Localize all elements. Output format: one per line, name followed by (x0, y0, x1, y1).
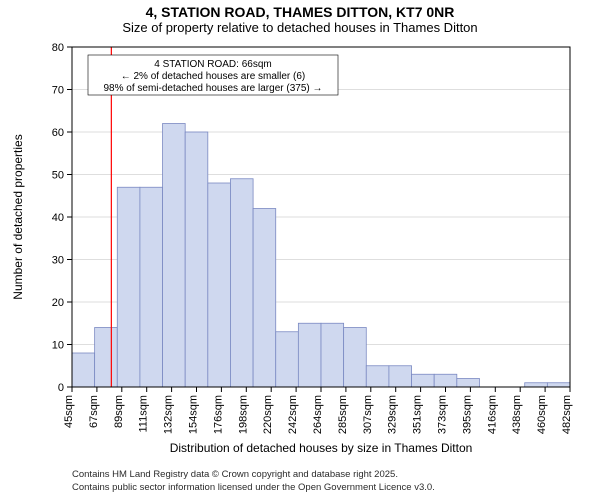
y-tick-label: 50 (52, 170, 64, 182)
histogram-bar (547, 383, 570, 387)
x-tick-label: 45sqm (63, 395, 75, 428)
y-tick-label: 20 (52, 297, 64, 309)
histogram-bar (185, 132, 208, 387)
histogram-bar (412, 374, 435, 387)
title-line-1: 4, STATION ROAD, THAMES DITTON, KT7 0NR (0, 0, 600, 20)
x-tick-label: 89sqm (113, 395, 125, 428)
histogram-bar (457, 379, 480, 388)
x-tick-label: 482sqm (561, 395, 573, 434)
histogram-bar (140, 187, 163, 387)
x-tick-label: 198sqm (237, 395, 249, 434)
y-tick-label: 0 (58, 382, 64, 394)
x-tick-label: 220sqm (262, 395, 274, 434)
x-tick-label: 154sqm (188, 395, 200, 434)
histogram-svg: 0 10 20 30 40 50 60 70 80 4 STATION ROAD: 66sqm← … (0, 35, 600, 500)
histogram-bar (208, 183, 231, 387)
x-tick-label: 460sqm (536, 395, 548, 434)
x-tick-label: 242sqm (287, 395, 299, 434)
credit-line-2: Contains public sector information licen… (72, 482, 435, 493)
x-tick-label: 416sqm (486, 395, 498, 434)
histogram-bar (321, 323, 344, 387)
y-tick-label: 40 (52, 212, 64, 224)
x-tick-label: 438sqm (511, 395, 523, 434)
histogram-bar (298, 323, 321, 387)
y-tick-label: 70 (52, 85, 64, 97)
y-tick-label: 80 (52, 42, 64, 54)
x-tick-label: 67sqm (88, 395, 100, 428)
credit-line-1: Contains HM Land Registry data © Crown c… (72, 469, 398, 480)
x-tick-label: 264sqm (312, 395, 324, 434)
x-tick-label: 111sqm (138, 395, 150, 433)
callout-line-3: 98% of semi-detached houses are larger (… (103, 83, 322, 94)
histogram-bar (253, 209, 276, 388)
histogram-bar (72, 353, 95, 387)
x-tick-label: 395sqm (461, 395, 473, 434)
histogram-bar (525, 383, 548, 387)
y-axis-label: Number of detached properties (11, 134, 25, 299)
y-tick-label: 60 (52, 127, 64, 139)
title-line-2: Size of property relative to detached ho… (0, 20, 600, 35)
y-tick-label: 30 (52, 255, 64, 267)
histogram-bar (163, 124, 186, 388)
x-tick-label: 351sqm (412, 395, 424, 434)
x-tick-label: 307sqm (362, 395, 374, 434)
histogram-bar (95, 328, 118, 388)
y-tick-label: 10 (52, 340, 64, 352)
chart-container: 4, STATION ROAD, THAMES DITTON, KT7 0NR … (0, 0, 600, 500)
x-tick-label: 373sqm (437, 395, 449, 434)
histogram-bar (434, 374, 457, 387)
histogram-bar (344, 328, 367, 388)
x-tick-label: 329sqm (387, 395, 399, 434)
callout-line-2: ← 2% of detached houses are smaller (6) (121, 71, 306, 82)
x-tick-label: 176sqm (212, 395, 224, 434)
x-tick-label: 132sqm (163, 395, 175, 434)
histogram-bar (117, 187, 140, 387)
histogram-bar (366, 366, 389, 387)
histogram-bar (230, 179, 253, 387)
histogram-bar (389, 366, 412, 387)
x-tick-label: 285sqm (337, 395, 349, 434)
x-axis-label: Distribution of detached houses by size … (170, 441, 473, 455)
histogram-bar (276, 332, 299, 387)
callout-line-1: 4 STATION ROAD: 66sqm (154, 59, 271, 70)
